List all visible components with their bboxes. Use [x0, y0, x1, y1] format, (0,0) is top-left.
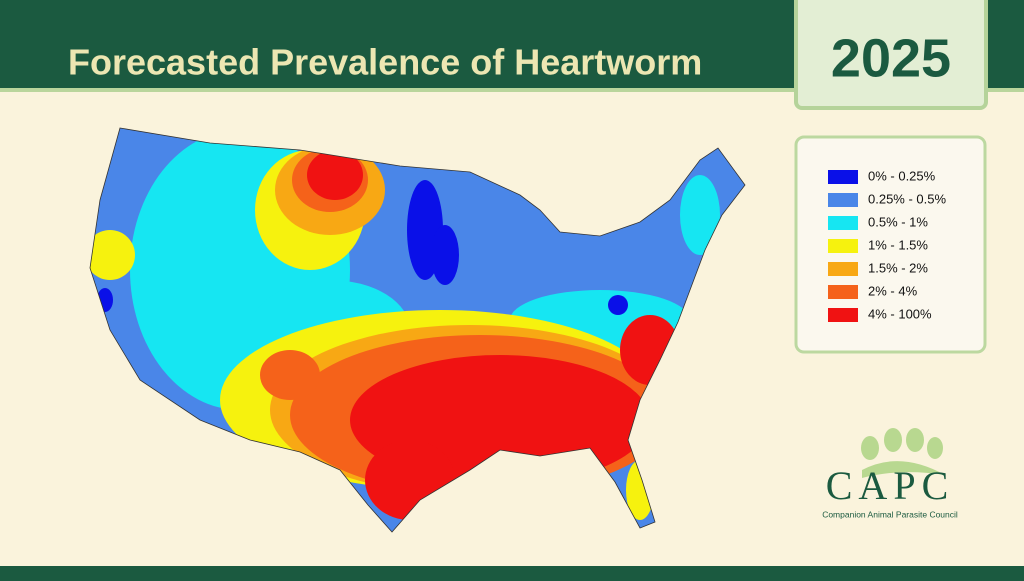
- paw-toe: [927, 437, 943, 459]
- footer-band: [0, 566, 1024, 581]
- legend-swatch: [828, 308, 858, 322]
- legend-swatch: [828, 262, 858, 276]
- legend-label: 1% - 1.5%: [868, 237, 928, 252]
- logo-name: CAPC: [826, 463, 955, 508]
- region: [90, 230, 135, 280]
- region: [680, 175, 720, 255]
- region: [431, 225, 459, 285]
- year: 2025: [831, 28, 951, 88]
- logo-tagline: Companion Animal Parasite Council: [822, 509, 958, 519]
- paw-toe: [906, 428, 924, 452]
- paw-toe: [861, 436, 879, 460]
- paw-toe: [884, 428, 902, 452]
- header-top: [0, 0, 1024, 18]
- map-outline: [89, 127, 746, 533]
- legend-label: 0% - 0.25%: [868, 168, 936, 183]
- title: Forecasted Prevalence of Heartworm: [68, 42, 702, 83]
- legend-label: 4% - 100%: [868, 306, 932, 321]
- legend-label: 1.5% - 2%: [868, 260, 928, 275]
- legend-label: 0.5% - 1%: [868, 214, 928, 229]
- legend: 0% - 0.25% 0.25% - 0.5% 0.5% - 1% 1% - 1.5%…: [828, 168, 946, 322]
- legend-swatch: [828, 216, 858, 230]
- legend-swatch: [828, 170, 858, 184]
- legend-label: 0.25% - 0.5%: [868, 191, 946, 206]
- logo-paw: [861, 428, 945, 478]
- paw-pad: [862, 461, 945, 478]
- legend-label: 2% - 4%: [868, 283, 918, 298]
- region: [260, 350, 320, 400]
- region: [307, 150, 363, 200]
- year-box: [794, 0, 988, 110]
- legend-swatch: [828, 193, 858, 207]
- legend-swatch: [828, 285, 858, 299]
- legend-swatch: [828, 239, 858, 253]
- region: [608, 295, 628, 315]
- header-rule: [0, 88, 1024, 92]
